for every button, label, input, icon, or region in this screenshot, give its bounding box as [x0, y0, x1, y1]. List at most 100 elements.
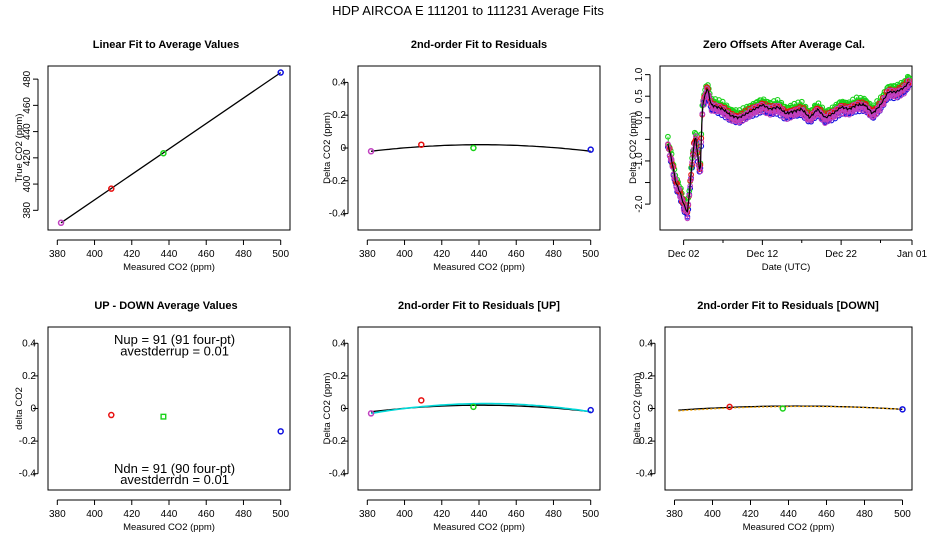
series-point-magenta: [684, 215, 691, 222]
series-point-magenta: [816, 109, 823, 115]
data-point-red: [726, 403, 733, 411]
series-point-magenta: [729, 118, 735, 124]
plot-frame: [357, 326, 601, 491]
x-tick-label: 500: [894, 509, 911, 520]
series-point-magenta: [904, 85, 911, 92]
y-axis-label: Delta CO2 (ppm): [632, 373, 643, 445]
x-tick-label: 400: [86, 249, 103, 260]
y-tick-label: 0.2: [22, 371, 36, 382]
y-axis-label: Delta CO2 (ppm): [322, 112, 333, 184]
y-tick-label: 480: [22, 70, 33, 87]
series-point-magenta: [779, 106, 786, 113]
y-tick-label: 380: [22, 202, 33, 219]
x-tick-label: Jan 01: [897, 249, 927, 260]
fit-curve: [678, 405, 903, 412]
series-point-green: [665, 133, 671, 140]
x-tick-label: 420: [433, 249, 450, 260]
y-tick-label: 0: [30, 404, 36, 415]
data-point-magenta: [367, 410, 375, 417]
x-tick-label: 420: [123, 509, 140, 520]
y-axis-label: True CO2 (ppm): [14, 114, 25, 183]
series-point-green: [691, 129, 698, 136]
x-tick-label: 420: [433, 509, 450, 520]
y-axis-label: Delta CO2 (ppm): [628, 112, 639, 184]
panel-p3: Zero Offsets After Average Cal. Dec 02 Dec…: [628, 39, 927, 273]
x-tick-label: 380: [666, 509, 683, 520]
panel-p2: 2nd-order Fit to Residuals 380 400 420 440 46…: [322, 39, 601, 273]
x-tick-label: 400: [86, 509, 103, 520]
x-tick-label: 500: [272, 509, 289, 520]
data-point-green: [160, 413, 167, 420]
y-tick-label: -2.0: [634, 195, 645, 213]
x-tick-label: Dec 12: [747, 249, 779, 260]
fit-curve: [370, 402, 591, 415]
series-point-magenta: [697, 168, 704, 175]
x-axis-label: Measured CO2 (ppm): [433, 262, 525, 273]
panel-title: 2nd-order Fit to Residuals: [411, 39, 547, 51]
series-point-magenta: [852, 106, 859, 112]
y-tick-label: 0.2: [639, 371, 653, 382]
annotation: Ndn = 91 (90 four-pt): [114, 461, 235, 476]
data-point-red: [418, 141, 425, 148]
x-tick-label: 420: [742, 509, 759, 520]
x-axis-label: Measured CO2 (ppm): [433, 522, 525, 533]
x-tick-label: 480: [235, 249, 252, 260]
series-point-magenta: [901, 90, 907, 97]
annotation: avestderrup = 0.01: [120, 343, 229, 358]
y-tick-label: 400: [22, 175, 33, 192]
series-point-magenta: [832, 112, 839, 118]
data-point-blue: [899, 406, 906, 413]
y-tick-label: 0.4: [332, 77, 346, 88]
series-point-magenta: [808, 117, 814, 124]
data-point-green: [470, 403, 477, 411]
x-tick-label: 500: [582, 249, 599, 260]
x-tick-label: 480: [235, 509, 252, 520]
panel-p6: 2nd-order Fit to Residuals [DOWN] 380 400 4…: [632, 300, 913, 533]
y-tick-label: -0.4: [19, 469, 37, 480]
plot-data: [678, 403, 906, 413]
data-point-red: [108, 185, 115, 192]
data-point-magenta: [367, 148, 375, 155]
data-point-blue: [277, 69, 284, 76]
x-axis-label: Measured CO2 (ppm): [743, 522, 835, 533]
x-tick-label: Dec 22: [825, 249, 857, 260]
x-tick-label: 380: [359, 509, 376, 520]
x-tick-label: 440: [471, 509, 488, 520]
annotation: avestderrdn = 0.01: [120, 472, 229, 487]
series-point-magenta: [756, 109, 762, 115]
panel-title: Zero Offsets After Average Cal.: [703, 39, 865, 51]
y-tick-label: 0.2: [332, 110, 346, 121]
series-point-magenta: [701, 101, 707, 108]
plot-frame: [664, 326, 913, 491]
x-tick-label: 460: [508, 249, 525, 260]
plot-data: [367, 141, 594, 155]
series-point-magenta: [679, 198, 686, 204]
data-point-blue: [587, 146, 594, 153]
x-tick-label: 380: [49, 249, 66, 260]
panel-title: 2nd-order Fit to Residuals [DOWN]: [697, 300, 879, 312]
x-tick-label: 380: [359, 249, 376, 260]
x-axis-label: Measured CO2 (ppm): [123, 522, 215, 533]
y-tick-label: -0.2: [329, 176, 347, 187]
data-point-red: [418, 397, 425, 404]
y-tick-label: -1.0: [634, 152, 645, 170]
series-point-magenta: [811, 112, 818, 119]
annotation: Nup = 91 (91 four-pt): [114, 332, 235, 347]
plot-data: [367, 397, 594, 417]
x-tick-label: 440: [780, 509, 797, 520]
x-tick-label: 400: [396, 249, 413, 260]
y-tick-label: 0: [340, 143, 346, 154]
data-point-green: [470, 144, 477, 152]
y-tick-label: 0.2: [332, 371, 346, 382]
panel-p5: 2nd-order Fit to Residuals [UP] 380 400 420…: [322, 300, 601, 533]
series-point-magenta: [877, 107, 883, 114]
panel-title: UP - DOWN Average Values: [94, 300, 237, 312]
panel-p4: UP - DOWN Average Values 380 400 420 440 460 4…: [14, 300, 291, 533]
y-tick-label: 0.0: [634, 110, 645, 124]
y-tick-label: -0.2: [329, 436, 347, 447]
data-point-blue: [587, 406, 594, 414]
series-point-green: [798, 98, 805, 105]
data-point-green: [160, 149, 167, 157]
y-tick-label: 1.0: [634, 67, 645, 81]
